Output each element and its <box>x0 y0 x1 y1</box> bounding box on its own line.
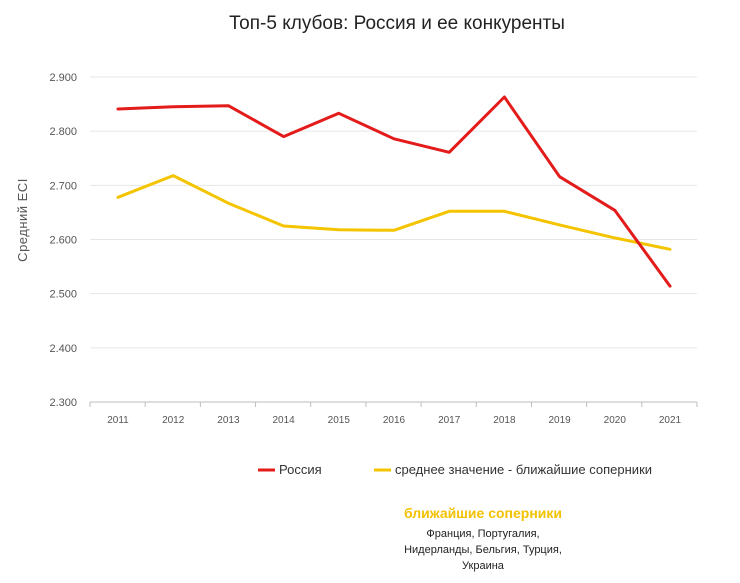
rivals-note-text: Франция, Португалия, Нидерланды, Бельгия… <box>383 526 583 574</box>
legend-label: среднее значение - ближайшие соперники <box>395 462 652 477</box>
x-tick-label: 2018 <box>493 415 516 426</box>
series-lines <box>116 95 672 288</box>
legend: Россия среднее значение - ближайшие сопер… <box>258 462 652 477</box>
x-tick-label: 2011 <box>107 415 129 426</box>
x-tick-labels: 2011 2012 2013 2014 2015 2016 2017 2018 2019 2020… <box>107 415 681 426</box>
legend-label: Россия <box>279 462 322 477</box>
y-tick-label: 2.800 <box>49 126 77 138</box>
gridlines <box>89 76 698 407</box>
x-tick-label: 2020 <box>604 415 627 426</box>
x-tick-label: 2014 <box>272 415 295 426</box>
y-tick-label: 2.700 <box>49 180 77 192</box>
series-line-rivals-average <box>116 174 672 251</box>
x-tick-label: 2016 <box>383 415 406 426</box>
y-tick-label: 2.300 <box>49 397 77 409</box>
x-tick-label: 2017 <box>438 415 461 426</box>
y-tick-label: 2.500 <box>49 289 77 301</box>
rivals-note-line: Украина <box>462 560 504 572</box>
x-tick-label: 2019 <box>548 415 571 426</box>
x-tick-label: 2012 <box>162 415 185 426</box>
y-tick-labels: 2.300 2.400 2.500 2.600 2.700 2.800 2.900 <box>49 72 77 409</box>
rivals-note-line: Франция, Португалия, <box>426 528 540 540</box>
series-line-russia <box>116 95 672 288</box>
rivals-note-title: ближайшие соперники <box>403 505 563 521</box>
x-tick-label: 2015 <box>328 415 351 426</box>
y-tick-label: 2.900 <box>49 72 77 84</box>
x-tick-label: 2021 <box>659 415 682 426</box>
y-tick-label: 2.400 <box>49 343 77 355</box>
y-tick-label: 2.600 <box>49 235 77 247</box>
x-tick-label: 2013 <box>217 415 240 426</box>
chart-title: Топ-5 клубов: Россия и ее конкуренты <box>229 13 565 34</box>
rivals-note-line: Нидерланды, Бельгия, Турция, <box>404 544 562 556</box>
y-axis-label: Средний ECI <box>15 178 30 262</box>
